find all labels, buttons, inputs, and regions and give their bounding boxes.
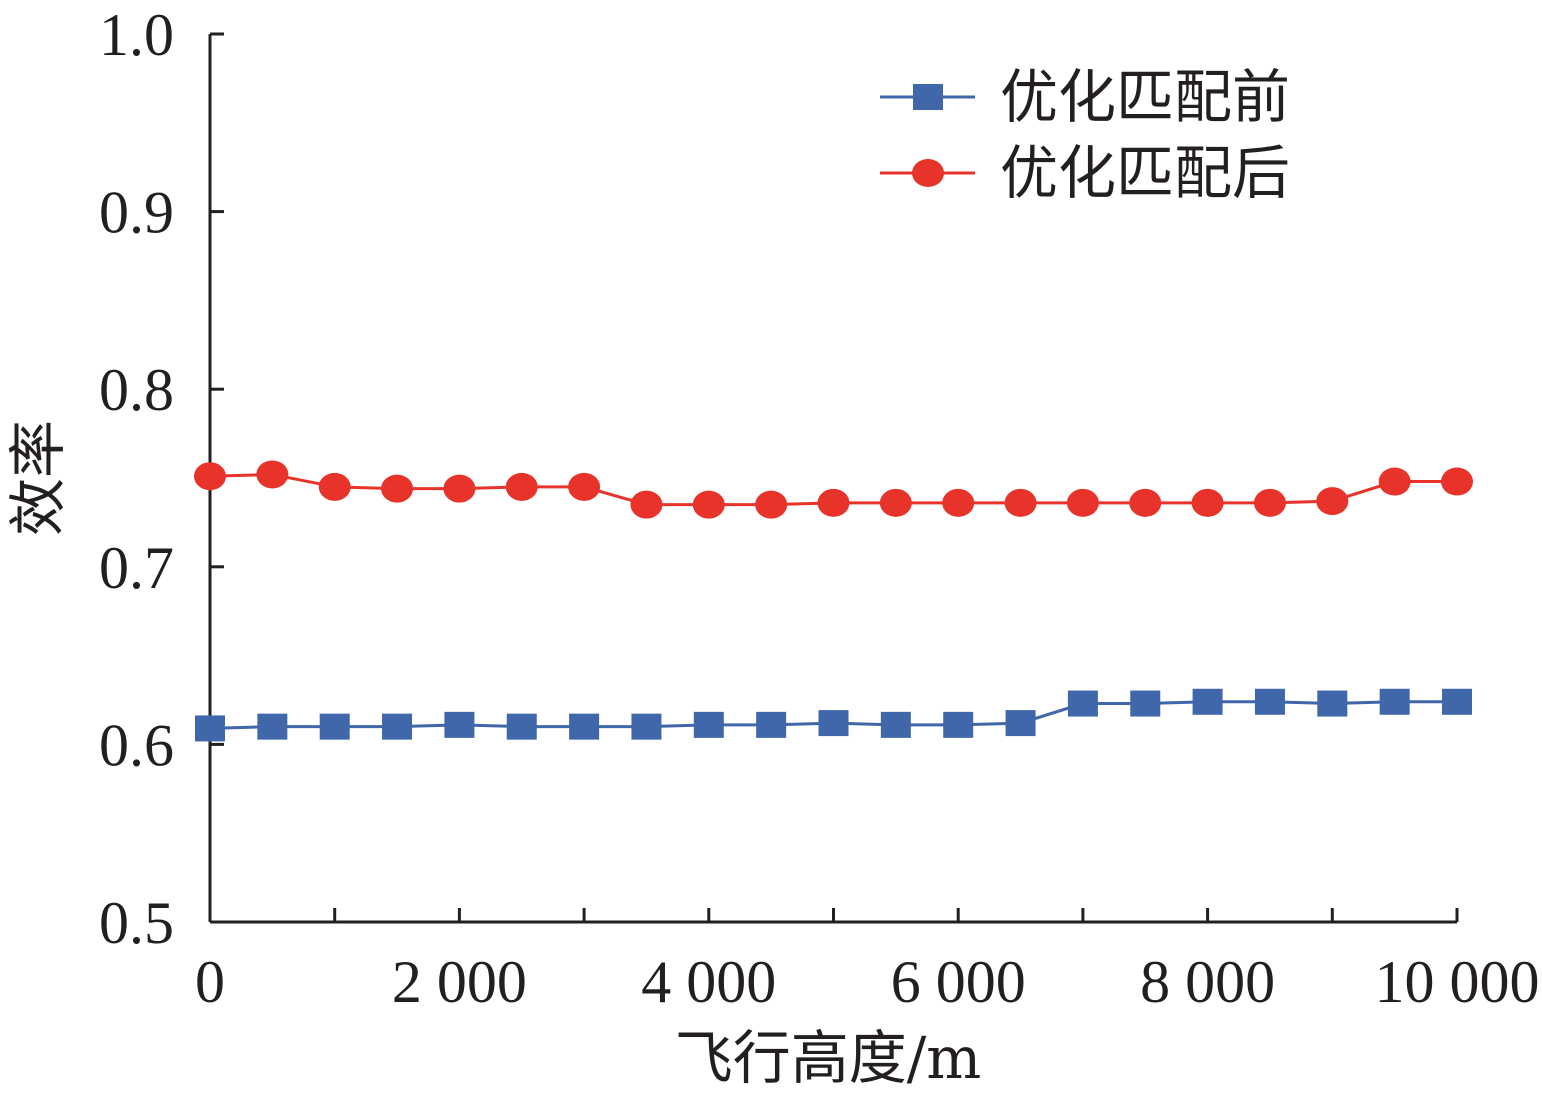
legend-item-2: 优化匹配后 xyxy=(880,139,1290,207)
y-axis-title: 效率 xyxy=(4,420,72,536)
series-1 xyxy=(195,688,1472,742)
data-point-circle xyxy=(1378,467,1411,496)
data-point-square xyxy=(319,713,350,740)
data-point-square xyxy=(693,711,724,738)
data-point-circle xyxy=(381,474,414,503)
legend-label: 优化匹配后 xyxy=(1000,139,1290,207)
data-point-circle xyxy=(505,472,538,501)
data-point-square xyxy=(1192,688,1223,715)
data-point-circle xyxy=(318,472,351,501)
y-tick-label: 0.7 xyxy=(99,535,174,601)
data-point-square xyxy=(1442,688,1472,715)
x-tick-label: 10 000 xyxy=(1375,949,1540,1015)
data-point-square xyxy=(631,713,662,740)
data-point-square xyxy=(756,711,787,738)
y-tick-label: 0.8 xyxy=(99,357,174,423)
x-ticks: 0 2 000 4 000 6 000 8 000 10 000 xyxy=(195,908,1540,1015)
data-point-circle xyxy=(1253,488,1286,517)
series-2 xyxy=(194,460,1473,519)
data-point-square xyxy=(1254,688,1285,715)
series-layer xyxy=(194,460,1473,742)
x-tick-label: 0 xyxy=(195,949,225,1015)
data-point-circle xyxy=(692,490,725,519)
data-point-circle xyxy=(1004,488,1037,517)
y-tick-label: 1.0 xyxy=(99,2,174,68)
data-point-circle xyxy=(443,474,476,503)
data-point-square xyxy=(818,710,849,737)
data-point-square xyxy=(195,715,225,742)
data-point-circle xyxy=(942,488,975,517)
data-point-circle xyxy=(879,488,912,517)
x-axis-title: 飞行高度/m xyxy=(675,1024,982,1092)
data-point-circle xyxy=(1441,467,1473,496)
data-point-square xyxy=(506,713,537,740)
y-ticks: 0.5 0.6 0.7 0.8 0.9 1.0 xyxy=(99,2,224,956)
legend-marker-circle xyxy=(912,159,944,187)
data-point-circle xyxy=(1129,488,1162,517)
x-tick-label: 6 000 xyxy=(891,949,1026,1015)
data-point-square xyxy=(444,711,475,738)
y-tick-label: 0.6 xyxy=(99,712,174,778)
data-point-square xyxy=(880,711,911,738)
data-point-circle xyxy=(755,490,788,519)
x-tick-label: 4 000 xyxy=(641,949,776,1015)
data-point-circle xyxy=(256,460,289,489)
data-point-square xyxy=(1130,690,1161,717)
y-tick-label: 0.9 xyxy=(99,180,174,246)
data-point-square xyxy=(257,713,288,740)
data-point-square xyxy=(1067,690,1098,717)
data-point-square xyxy=(382,713,413,740)
data-point-square xyxy=(1005,710,1036,737)
data-point-circle xyxy=(630,490,663,519)
x-tick-label: 8 000 xyxy=(1140,949,1275,1015)
data-point-square xyxy=(943,711,974,738)
data-point-circle xyxy=(817,488,850,517)
data-point-square xyxy=(1317,690,1348,717)
data-point-circle xyxy=(568,472,601,501)
data-point-circle xyxy=(1191,488,1224,517)
data-point-square xyxy=(569,713,600,740)
y-tick-label: 0.5 xyxy=(99,890,174,956)
legend-label: 优化匹配前 xyxy=(1000,63,1290,131)
data-point-circle xyxy=(1316,487,1349,516)
legend-item-1: 优化匹配前 xyxy=(880,63,1290,131)
data-point-circle xyxy=(1066,488,1099,517)
x-tick-label: 2 000 xyxy=(392,949,527,1015)
data-point-circle xyxy=(194,462,226,491)
data-point-square xyxy=(1379,688,1410,715)
legend-marker-square xyxy=(913,84,943,110)
